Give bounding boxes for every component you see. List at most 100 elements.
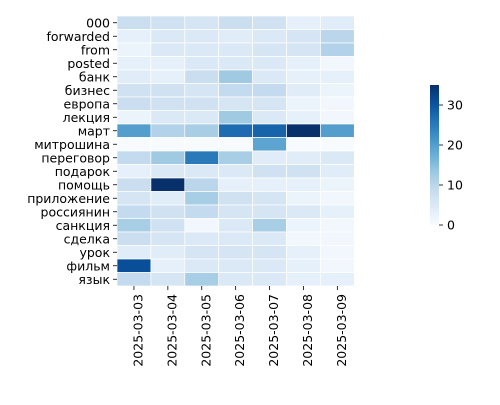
heatmap-cell-000-2025-03-05 [184, 15, 220, 30]
y-tick-label: приложение [27, 191, 110, 206]
heatmap-cell-европа-2025-03-03 [116, 96, 152, 111]
heatmap-cell-язык-2025-03-08 [286, 272, 321, 287]
heatmap-cell-март-2025-03-09 [320, 123, 355, 138]
heatmap-cell-from-2025-03-08 [286, 42, 321, 57]
heatmap-cell-санкция-2025-03-08 [286, 218, 321, 233]
heatmap-cell-банк-2025-03-03 [116, 69, 152, 84]
heatmap-cell-фильм-2025-03-05 [184, 258, 220, 273]
heatmap-cell-лекция-2025-03-09 [320, 110, 355, 125]
y-tick-label: европа [64, 96, 110, 111]
y-tick-label: posted [67, 56, 110, 71]
heatmap-cell-приложение-2025-03-06 [218, 191, 253, 206]
heatmap-cell-митрошина-2025-03-04 [150, 137, 186, 152]
heatmap-cell-март-2025-03-07 [252, 123, 287, 138]
heatmap-cell-подарок-2025-03-08 [286, 164, 321, 179]
heatmap-cell-подарок-2025-03-05 [184, 164, 220, 179]
heatmap-cell-помощь-2025-03-09 [320, 177, 355, 192]
heatmap-cell-лекция-2025-03-03 [116, 110, 152, 125]
heatmap-cell-помощь-2025-03-03 [116, 177, 152, 192]
heatmap-cell-лекция-2025-03-06 [218, 110, 253, 125]
heatmap-cell-март-2025-03-06 [218, 123, 253, 138]
y-tick-label: банк [79, 69, 111, 84]
heatmap-cell-фильм-2025-03-06 [218, 258, 253, 273]
heatmap-cell-урок-2025-03-03 [116, 245, 152, 260]
heatmap-cell-россиянин-2025-03-08 [286, 204, 321, 219]
heatmap-cell-митрошина-2025-03-05 [184, 137, 220, 152]
heatmap-cell-банк-2025-03-09 [320, 69, 355, 84]
heatmap-cell-лекция-2025-03-07 [252, 110, 287, 125]
x-tick-label: 2025-03-06 [232, 294, 247, 367]
heatmap-cell-сделка-2025-03-04 [150, 231, 186, 246]
heatmap-cell-сделка-2025-03-07 [252, 231, 287, 246]
heatmap-cell-фильм-2025-03-03 [116, 258, 152, 273]
heatmap-cell-европа-2025-03-04 [150, 96, 186, 111]
heatmap-cell-россиянин-2025-03-07 [252, 204, 287, 219]
heatmap-cell-сделка-2025-03-03 [116, 231, 152, 246]
heatmap-cell-000-2025-03-06 [218, 15, 253, 30]
heatmap-cell-санкция-2025-03-07 [252, 218, 287, 233]
y-tick-label: forwarded [46, 29, 110, 44]
heatmap-cell-лекция-2025-03-05 [184, 110, 220, 125]
heatmap-cell-posted-2025-03-05 [184, 56, 220, 71]
heatmap-cell-язык-2025-03-04 [150, 272, 186, 287]
heatmap-cell-митрошина-2025-03-09 [320, 137, 355, 152]
heatmap-cell-банк-2025-03-05 [184, 69, 220, 84]
y-tick-label: фильм [66, 258, 110, 273]
heatmap-cell-приложение-2025-03-09 [320, 191, 355, 206]
heatmap-cell-000-2025-03-09 [320, 15, 355, 30]
heatmap-cell-санкция-2025-03-04 [150, 218, 186, 233]
heatmap-cell-митрошина-2025-03-03 [116, 137, 152, 152]
y-tick-label: язык [78, 272, 110, 287]
y-tick-label: бизнес [65, 83, 110, 98]
heatmap-cell-россиянин-2025-03-03 [116, 204, 152, 219]
heatmap-cell-язык-2025-03-03 [116, 272, 152, 287]
heatmap-cell-помощь-2025-03-05 [184, 177, 220, 192]
heatmap-cell-приложение-2025-03-03 [116, 191, 152, 206]
heatmap-cell-урок-2025-03-06 [218, 245, 253, 260]
heatmap-cell-сделка-2025-03-09 [320, 231, 355, 246]
heatmap-cell-переговор-2025-03-04 [150, 150, 186, 165]
heatmap-cell-санкция-2025-03-09 [320, 218, 355, 233]
heatmap-cell-банк-2025-03-08 [286, 69, 321, 84]
heatmap-cell-приложение-2025-03-05 [184, 191, 220, 206]
heatmap-cell-бизнес-2025-03-05 [184, 83, 220, 98]
heatmap-cell-подарок-2025-03-03 [116, 164, 152, 179]
heatmap-cell-европа-2025-03-07 [252, 96, 287, 111]
heatmap-cell-санкция-2025-03-05 [184, 218, 220, 233]
heatmap-cell-приложение-2025-03-07 [252, 191, 287, 206]
heatmap-cell-сделка-2025-03-05 [184, 231, 220, 246]
heatmap-cell-from-2025-03-09 [320, 42, 355, 57]
heatmap-cell-переговор-2025-03-06 [218, 150, 253, 165]
x-tick-label: 2025-03-04 [164, 294, 179, 367]
heatmap-cell-фильм-2025-03-08 [286, 258, 321, 273]
y-tick-label: сделка [64, 231, 110, 246]
heatmap-cell-март-2025-03-03 [116, 123, 152, 138]
heatmap-cell-переговор-2025-03-03 [116, 150, 152, 165]
heatmap-cell-помощь-2025-03-04 [150, 177, 186, 192]
heatmap-cell-подарок-2025-03-06 [218, 164, 253, 179]
heatmap-cell-банк-2025-03-07 [252, 69, 287, 84]
heatmap-cell-переговор-2025-03-08 [286, 150, 321, 165]
heatmap-cell-бизнес-2025-03-04 [150, 83, 186, 98]
y-axis-tick-labels: 000forwardedfrompostedбанкбизнесевропале… [27, 15, 117, 287]
heatmap-cell-урок-2025-03-09 [320, 245, 355, 260]
heatmap-cell-март-2025-03-04 [150, 123, 186, 138]
y-tick-label: from [81, 42, 110, 57]
y-tick-label: митрошина [34, 137, 110, 152]
heatmap-cell-митрошина-2025-03-07 [252, 137, 287, 152]
x-tick-label: 2025-03-09 [334, 294, 349, 367]
y-tick-label: лекция [63, 110, 110, 125]
heatmap-cell-фильм-2025-03-04 [150, 258, 186, 273]
x-tick-label: 2025-03-03 [130, 294, 145, 367]
heatmap-cell-банк-2025-03-06 [218, 69, 253, 84]
heatmap-cell-000-2025-03-08 [286, 15, 321, 30]
y-tick-label: санкция [56, 218, 110, 233]
heatmap-cell-сделка-2025-03-08 [286, 231, 321, 246]
heatmap-cell-from-2025-03-07 [252, 42, 287, 57]
heatmap-cell-урок-2025-03-07 [252, 245, 287, 260]
heatmap-cell-forwarded-2025-03-03 [116, 29, 152, 44]
heatmap-cell-европа-2025-03-09 [320, 96, 355, 111]
heatmap-cell-язык-2025-03-06 [218, 272, 253, 287]
heatmap-cell-бизнес-2025-03-06 [218, 83, 253, 98]
